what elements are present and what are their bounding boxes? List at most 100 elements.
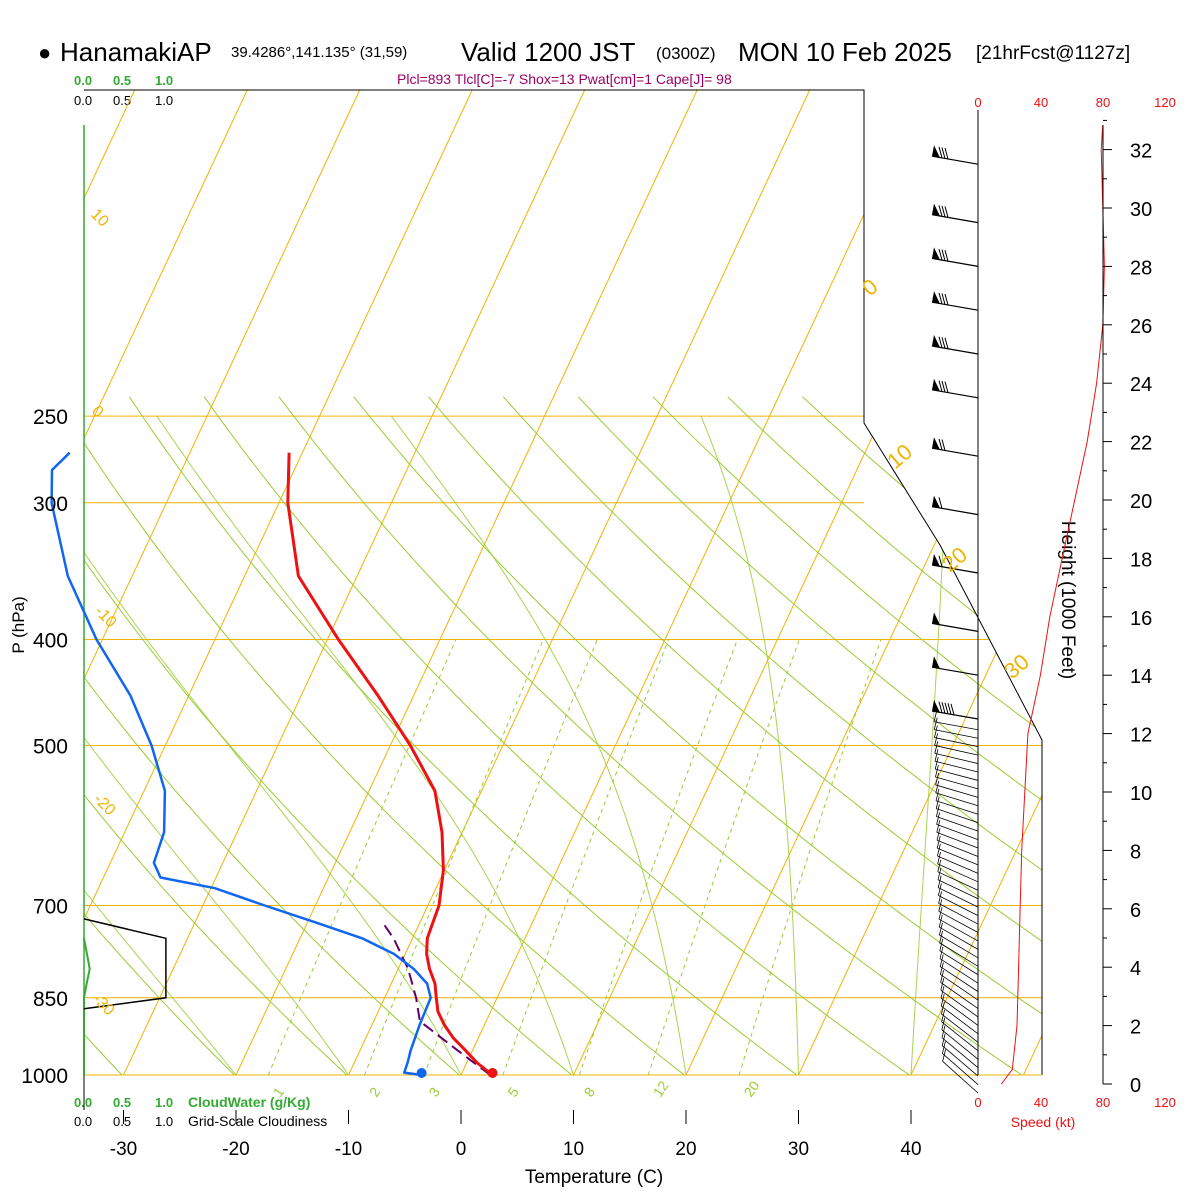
wind-barb-lower (938, 895, 979, 916)
wind-barb-lower (936, 824, 979, 840)
dry-adiabat-line (951, 396, 1042, 1075)
isotherm-line (685, 90, 1042, 1075)
grid-clip-group (0, 90, 1200, 1075)
wind-barb-lower (940, 989, 979, 1018)
wind-barb-pennant (932, 437, 940, 450)
dry-adiabat-line (84, 396, 685, 1075)
pressure-tick-label: 1000 (21, 1065, 68, 1088)
wind-barb-feather (938, 249, 943, 261)
pressure-tick-label: 400 (33, 629, 68, 652)
wind-barb-lower (939, 934, 979, 959)
isotherm-label: 30 (999, 649, 1034, 684)
stability-indices: Plcl=893 Tlcl[C]=-7 Shox=13 Pwat[cm]=1 C… (397, 71, 732, 87)
station-coords: 39.4286°,141.135° (31,59) (231, 44, 407, 61)
isotherm-line (0, 90, 22, 1075)
pressure-tick-label: 250 (33, 406, 68, 429)
dry-adiabat-line (0, 397, 9, 1075)
wind-barb-lower (936, 831, 979, 849)
wind-barb-lower (935, 784, 979, 798)
height-tick-label: 14 (1130, 666, 1152, 688)
wind-barb-lower-feather (940, 970, 944, 983)
dry-adiabat-line (428, 396, 1042, 1075)
wind-barb-lower-feather (939, 954, 944, 967)
forecast-info: [21hrFcst@1127z] (976, 43, 1130, 64)
cloudwater-tick-top-0: 0.0 (74, 73, 92, 88)
wind-barb-lower-feather (934, 733, 938, 746)
wind-barb-feather (941, 205, 946, 217)
dry-adiabat-line (84, 396, 460, 1075)
dry-adiabat-line (128, 396, 798, 1075)
wind-barb-lower-feather (938, 907, 943, 920)
wind-barb-feather (941, 702, 946, 714)
wind-barb-pennant (932, 203, 940, 217)
station-bullet: ● (38, 40, 51, 65)
wind-barb-lower-feather (936, 812, 940, 825)
wind-barb-lower-feather (937, 843, 941, 857)
temperature-line (286, 452, 494, 1077)
wind-barb-pennant (932, 495, 940, 509)
wind-barb-feather (938, 146, 943, 159)
wind-barb-lower (939, 966, 979, 992)
surface-dewpoint-point (416, 1068, 427, 1078)
y-axis-title: P (hPa) (9, 596, 28, 653)
isotherm-label: -30 (89, 991, 117, 1019)
wind-barb-lower (937, 847, 979, 866)
isotherm-line (910, 90, 1042, 1075)
mixing-ratio-label: 3 (425, 1084, 443, 1100)
cloudiness-tick-bottom-2: 1.0 (155, 1114, 173, 1129)
wind-barb-feather (941, 293, 946, 305)
wind-barb-lower (940, 974, 979, 1001)
isotherm-line (84, 90, 361, 1075)
wind-barb-lower-feather (942, 1041, 946, 1054)
wind-barb-feather (938, 555, 943, 567)
wind-barb-feather (944, 702, 949, 714)
wind-barb-lower (941, 1037, 979, 1068)
wind-barb-lower-feather (937, 875, 942, 888)
speed-tick-top-3: 120 (1154, 95, 1176, 110)
wind-barb-lower (935, 768, 979, 781)
cloudiness-tick-top-2: 1.0 (155, 93, 173, 108)
wind-barb-lower (934, 729, 979, 739)
cloudiness-axis-label: Grid-Scale Cloudiness (188, 1113, 327, 1129)
isotherm-label: 0 (857, 274, 882, 301)
wind-barb-lower-feather (938, 899, 943, 912)
moist-adiabat-line (390, 415, 687, 1075)
dry-adiabat-line (353, 396, 1042, 1075)
dry-adiabat-line (84, 396, 235, 1075)
moist-adiabat-line (84, 415, 349, 1075)
mixing-ratio-label: 2 (366, 1084, 384, 1100)
parcel-line (381, 921, 491, 1076)
mixing-ratio-label: 5 (504, 1084, 522, 1100)
wind-barb-feather (944, 147, 949, 160)
wind-barb-feather (938, 497, 943, 509)
wind-barb-lower (936, 839, 979, 857)
wind-barb-lower-feather (937, 867, 942, 880)
isotherm-line (348, 90, 811, 1075)
wind-barb-pennant (932, 335, 940, 348)
isotherm-label: -20 (90, 791, 118, 819)
wind-barb-feather (941, 337, 946, 349)
height-tick-label: 10 (1130, 783, 1152, 805)
isotherm-line (123, 90, 586, 1075)
isotherm-line (573, 90, 1036, 1075)
mixing-ratio-line (423, 639, 598, 1075)
mixing-ratio-line (502, 639, 670, 1075)
wind-barb-lower-feather (934, 741, 939, 754)
wind-barb-feather (938, 292, 943, 305)
valid-date: MON 10 Feb 2025 (738, 37, 952, 67)
cloudiness-tick-top-0: 0.0 (74, 93, 92, 108)
x-tick-label: -10 (335, 1139, 362, 1160)
wind-barb-lower (933, 721, 979, 731)
dry-adiabat-line (502, 396, 1042, 1075)
wind-barb-lower-feather (939, 922, 943, 936)
dry-adiabat-line (577, 396, 1042, 1075)
height-tick-label: 24 (1130, 374, 1152, 396)
wind-barb-lower (934, 760, 979, 773)
wind-barb-feather (941, 380, 946, 393)
wind-barb-lower-feather (938, 914, 943, 928)
isotherm-line (460, 90, 923, 1075)
dry-adiabat-line (1176, 397, 1200, 1075)
wind-barb-lower-feather (936, 820, 941, 833)
wind-barb-lower (941, 1029, 979, 1060)
wind-barb-lower-feather (941, 1025, 946, 1038)
